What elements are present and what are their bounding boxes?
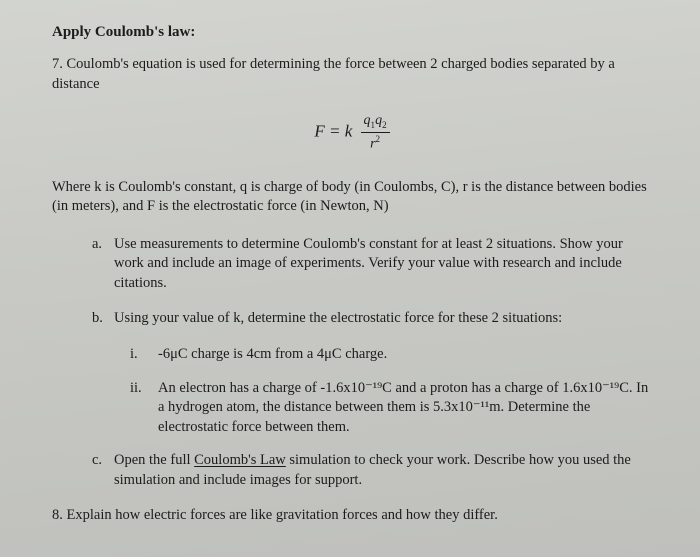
label-bii: ii. xyxy=(130,379,158,438)
problem-7b-ii: ii. An electron has a charge of -1.6x10⁻… xyxy=(130,379,652,438)
formula-lhs: F = k xyxy=(314,122,352,141)
label-a: a. xyxy=(92,235,114,294)
label-bi: i. xyxy=(130,345,158,365)
problem-7-intro: 7. Coulomb's equation is used for determ… xyxy=(52,55,652,94)
text-a: Use measurements to determine Coulomb's … xyxy=(114,235,652,294)
worksheet-page: Apply Coulomb's law: 7. Coulomb's equati… xyxy=(0,0,700,557)
coulombs-law-link[interactable]: Coulomb's Law xyxy=(194,452,286,468)
text-b: Using your value of k, determine the ele… xyxy=(114,309,562,329)
problem-7c: c. Open the full Coulomb's Law simulatio… xyxy=(92,451,652,490)
c-pre: Open the full xyxy=(114,452,194,468)
problem-7b-i: i. -6μC charge is 4cm from a 4μC charge. xyxy=(130,345,652,365)
section-heading: Apply Coulomb's law: xyxy=(52,24,652,41)
formula-denominator: r2 xyxy=(361,133,390,152)
problem-7a: a. Use measurements to determine Coulomb… xyxy=(92,235,652,294)
problem-8: 8. Explain how electric forces are like … xyxy=(52,506,652,526)
text-bii: An electron has a charge of -1.6x10⁻¹⁹C … xyxy=(158,379,652,438)
problem-7b: b. Using your value of k, determine the … xyxy=(92,309,652,329)
q1-var: q xyxy=(364,113,371,128)
formula-numerator: q1q2 xyxy=(361,114,390,133)
formula-where-clause: Where k is Coulomb's constant, q is char… xyxy=(52,178,652,217)
formula-fraction: q1q2 r2 xyxy=(361,114,390,152)
r-sup: 2 xyxy=(376,134,381,144)
q2-sub: 2 xyxy=(382,120,387,130)
coulomb-formula: F = k q1q2 r2 xyxy=(52,114,652,152)
label-c: c. xyxy=(92,451,114,490)
text-c: Open the full Coulomb's Law simulation t… xyxy=(114,451,652,490)
label-b: b. xyxy=(92,309,114,329)
text-bi: -6μC charge is 4cm from a 4μC charge. xyxy=(158,345,387,365)
